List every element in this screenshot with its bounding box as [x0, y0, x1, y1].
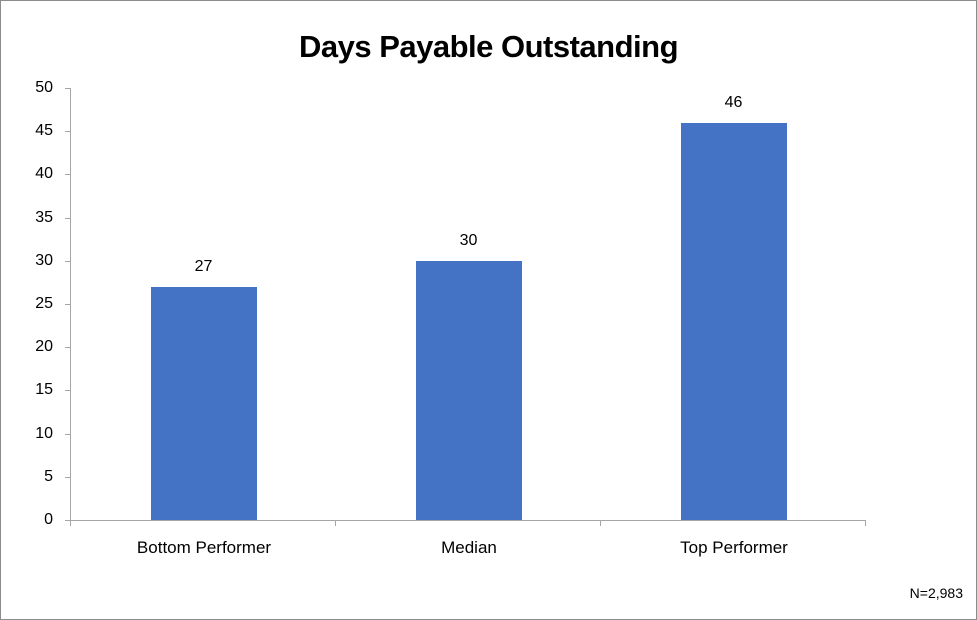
y-tick-label: 10: [35, 424, 53, 442]
y-tick-label: 35: [35, 208, 53, 226]
y-tick-mark: [65, 174, 71, 176]
x-axis: [65, 520, 866, 521]
bar-top-performer: [680, 122, 787, 520]
y-tick-mark: [65, 520, 71, 521]
x-tick-mark: [865, 520, 866, 526]
data-label: 30: [459, 231, 478, 249]
y-tick-mark: [65, 260, 71, 262]
y-tick-mark: [65, 390, 71, 392]
y-tick-label: 50: [35, 79, 53, 96]
y-tick-mark: [65, 88, 71, 89]
y-tick-label: 0: [44, 511, 53, 528]
data-label: 27: [194, 257, 213, 275]
y-tick-label: 20: [35, 338, 53, 356]
y-tick-label: 30: [35, 251, 53, 269]
x-tick-mark: [70, 520, 71, 526]
sample-size-note: N=2,983: [909, 585, 963, 601]
x-category-label: Top Performer: [680, 538, 788, 557]
x-tick-mark: [335, 520, 336, 526]
y-tick-mark: [65, 476, 71, 478]
y-tick-mark: [65, 433, 71, 435]
bar-bottom-performer: [150, 286, 257, 520]
x-tick-mark: [600, 520, 601, 526]
y-tick-mark: [65, 347, 71, 349]
chart-title: Days Payable Outstanding: [298, 29, 679, 64]
y-tick-mark: [65, 131, 71, 133]
y-tick-mark: [65, 217, 71, 219]
y-tick-label: 45: [35, 122, 53, 140]
x-category-label: Median: [441, 538, 497, 557]
bar-median: [415, 260, 522, 520]
x-category-label: Bottom Performer: [136, 538, 272, 557]
y-tick-label: 40: [35, 165, 53, 183]
y-tick-label: 25: [35, 295, 53, 312]
y-tick-label: 15: [35, 381, 53, 399]
data-label: 46: [724, 93, 743, 111]
y-tick-label: 5: [44, 467, 53, 485]
y-tick-mark: [65, 304, 71, 305]
